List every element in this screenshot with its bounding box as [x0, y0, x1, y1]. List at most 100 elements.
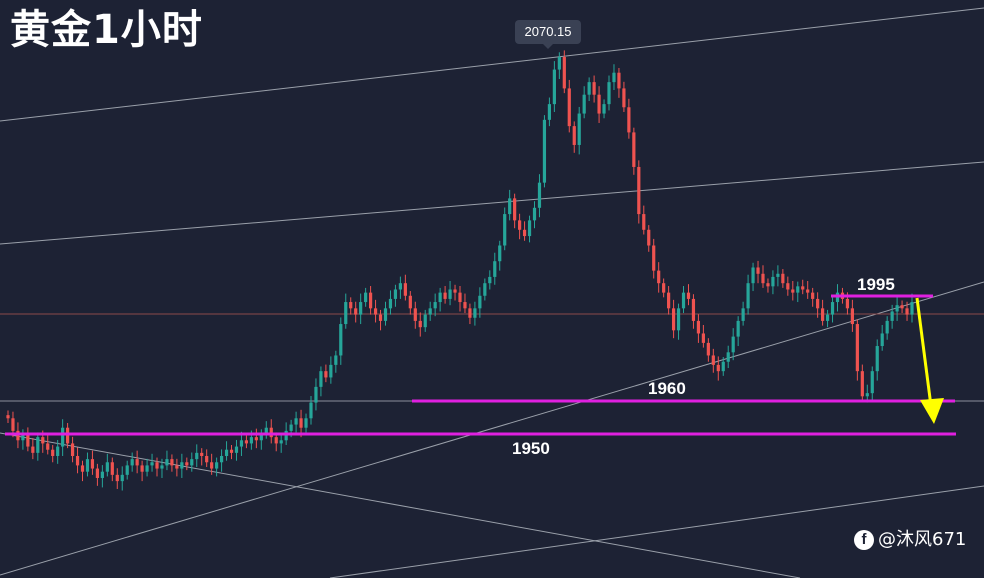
watermark: f @沐风671: [854, 528, 966, 552]
candle-body: [215, 462, 219, 469]
candle-body: [339, 324, 343, 356]
candle-body: [691, 298, 696, 321]
candle-body: [637, 166, 641, 215]
candle-body: [597, 94, 601, 114]
chart-title: 黄金1小时: [10, 7, 203, 53]
candle-body: [329, 364, 333, 378]
candle-body: [662, 283, 666, 293]
candle-body: [845, 298, 850, 309]
candle-body: [75, 455, 80, 466]
candle-body: [776, 273, 780, 277]
candle-body: [160, 465, 164, 469]
candle-body: [135, 459, 139, 466]
candle-body: [850, 308, 854, 325]
candle-body: [324, 371, 328, 378]
candle-body: [95, 468, 100, 478]
candle-body: [468, 308, 472, 318]
candle-body: [751, 267, 755, 284]
candle-body: [408, 295, 412, 309]
falling-trendline: [0, 432, 801, 578]
candle-body: [820, 308, 825, 321]
level-label-1950: 1950: [512, 439, 550, 458]
candle-body: [671, 308, 676, 331]
candle-body: [125, 465, 129, 475]
candle-body: [632, 132, 636, 167]
candle-body: [383, 308, 388, 321]
candle-body: [537, 182, 542, 208]
candle-body: [100, 471, 104, 478]
candle-body: [393, 289, 398, 299]
candle-body: [522, 229, 527, 237]
candle-body: [388, 298, 393, 309]
level-label-1960: 1960: [648, 379, 686, 398]
candle-body: [498, 245, 502, 262]
candle-body: [438, 292, 442, 303]
candle-body: [711, 355, 715, 365]
candle-body: [508, 198, 512, 215]
candle-body: [716, 364, 720, 372]
candle-body: [200, 452, 204, 456]
candle-body: [781, 273, 785, 284]
candle-body: [726, 352, 730, 362]
candle-body: [870, 371, 874, 394]
candle-body: [771, 276, 775, 287]
candle-body: [875, 346, 879, 372]
candle-body: [895, 305, 899, 312]
candle-body: [11, 418, 15, 431]
candle-body: [90, 459, 95, 469]
candle-body: [398, 283, 402, 290]
candle-body: [900, 305, 904, 309]
level-lines: [5, 294, 956, 436]
channel-line-top: [0, 7, 984, 122]
candle-body: [56, 446, 60, 456]
candle-body: [180, 462, 184, 469]
candle-body: [175, 465, 179, 469]
candles-group: [6, 50, 914, 491]
candle-body: [488, 276, 492, 284]
candle-body: [239, 440, 244, 447]
candle-body: [612, 72, 616, 83]
candle-body: [478, 295, 482, 309]
candle-body: [746, 283, 750, 309]
channel-line-middle: [0, 161, 984, 245]
candle-body: [642, 214, 646, 230]
candle-body: [905, 308, 909, 315]
candle-body: [229, 449, 234, 453]
candle-body: [696, 320, 701, 334]
candle-body: [413, 308, 417, 321]
candle-body: [314, 386, 318, 403]
candle-body: [592, 82, 596, 95]
candle-body: [150, 462, 154, 466]
projection-arrow: [915, 297, 944, 424]
candle-body: [195, 452, 199, 460]
candle-body: [910, 302, 914, 315]
candle-body: [796, 286, 800, 293]
candle-body: [254, 437, 258, 441]
candle-body: [418, 320, 422, 328]
candle-body: [493, 261, 497, 277]
candle-body: [259, 434, 263, 441]
watermark-text: @沐风671: [878, 529, 967, 550]
level-label-1995: 1995: [857, 275, 895, 294]
candle-body: [448, 289, 452, 299]
candle-body: [294, 418, 298, 425]
candle-body: [61, 427, 65, 447]
candle-body: [224, 449, 229, 456]
candle-body: [26, 434, 30, 447]
candle-body: [403, 283, 407, 296]
candle-body: [304, 418, 308, 428]
candle-body: [806, 289, 810, 293]
candle-body: [279, 440, 283, 444]
candle-body: [41, 437, 45, 444]
high-price-tag: 2070.15: [515, 20, 581, 44]
candle-body: [816, 298, 820, 309]
candle-body: [453, 289, 457, 293]
candle-body: [21, 434, 25, 441]
arrow-shaft: [915, 297, 933, 407]
candle-body: [105, 462, 109, 472]
candle-body: [46, 443, 50, 450]
candle-body: [249, 437, 253, 444]
candle-body: [423, 314, 427, 328]
candle-body: [51, 449, 55, 456]
